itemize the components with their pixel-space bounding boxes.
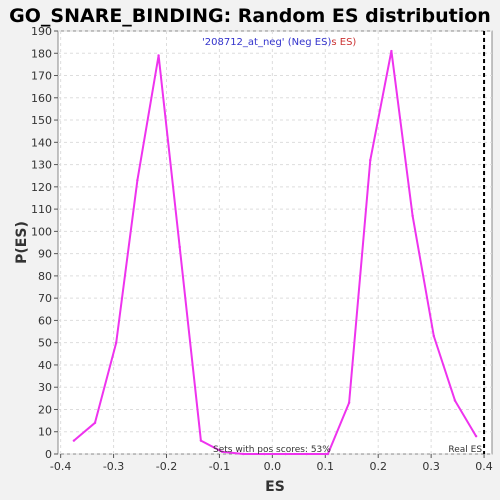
data-point	[474, 434, 478, 438]
data-point	[72, 439, 76, 442]
x-axis-ticks: -0.4 -0.3 -0.2 -0.1 0.0 0.1 0.2 0.3 0.4	[50, 454, 493, 473]
y-tick-label: 10	[38, 426, 52, 439]
y-tick-label: 170	[31, 70, 52, 83]
y-tick-label: 190	[31, 25, 52, 38]
data-point	[432, 334, 435, 338]
legend-neg-entry: '208712_at_neg' (Neg ES)	[202, 37, 331, 48]
plot-area	[57, 30, 493, 455]
y-tick-label: 110	[31, 203, 52, 216]
data-point	[242, 452, 245, 456]
y-tick-label: 30	[38, 381, 52, 394]
data-point	[305, 452, 308, 456]
data-point	[263, 452, 266, 456]
x-tick-label: -0.2	[156, 460, 177, 473]
data-point	[157, 54, 160, 57]
data-point	[369, 158, 372, 162]
y-tick-label: 140	[31, 136, 52, 149]
data-point	[220, 450, 224, 453]
y-tick-label: 100	[31, 225, 52, 238]
x-tick-label: 0.4	[475, 460, 493, 473]
x-tick-label: 0.1	[317, 460, 335, 473]
y-axis-label: P(ES)	[14, 221, 30, 264]
data-point	[326, 452, 330, 456]
y-tick-label: 50	[38, 337, 52, 350]
y-tick-label: 80	[38, 270, 52, 283]
y-tick-label: 60	[38, 314, 52, 327]
y-tick-label: 160	[31, 92, 52, 105]
series-layer	[72, 49, 478, 456]
y-axis-ticks: 0 10 20 30 40 50 60 70 80 90 100 110 120 130 140 150 160…	[31, 25, 58, 461]
x-tick-label: 0.3	[422, 460, 440, 473]
data-point	[284, 452, 287, 456]
es-distribution-line	[73, 50, 477, 455]
x-tick-label: -0.4	[50, 460, 71, 473]
data-point	[199, 439, 203, 442]
pos-scores-annotation: Sets with pos scores: 53%	[213, 445, 331, 455]
data-point	[390, 49, 393, 53]
y-tick-label: 40	[38, 359, 52, 372]
y-tick-label: 90	[38, 248, 52, 261]
data-point	[136, 178, 139, 182]
y-tick-label: 70	[38, 292, 52, 305]
x-tick-label: -0.3	[103, 460, 124, 473]
x-tick-label: 0.0	[264, 460, 282, 473]
data-point	[115, 341, 118, 344]
real-es-label: Real ES	[448, 445, 482, 455]
data-point	[93, 421, 97, 425]
data-point	[453, 399, 457, 402]
y-tick-label: 20	[38, 403, 52, 416]
y-tick-label: 120	[31, 181, 52, 194]
data-point	[411, 214, 414, 217]
x-tick-label: 0.2	[369, 460, 387, 473]
data-point	[178, 245, 181, 249]
y-tick-label: 150	[31, 114, 52, 127]
legend: '208712_at_neg' (Neg ES)s ES)	[202, 37, 356, 48]
y-tick-label: 0	[45, 448, 52, 461]
y-tick-label: 130	[31, 159, 52, 172]
legend-pos-entry: s ES)	[331, 37, 356, 48]
chart-title: GO_SNARE_BINDING: Random ES distribution	[9, 5, 491, 27]
y-tick-label: 180	[31, 47, 52, 60]
x-tick-label: -0.1	[209, 460, 230, 473]
data-point	[347, 401, 351, 404]
x-axis-label: ES	[265, 479, 285, 495]
